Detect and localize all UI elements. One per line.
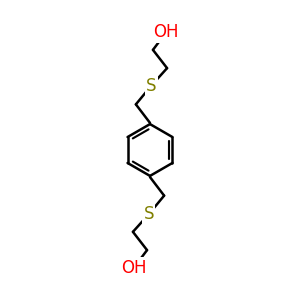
Text: OH: OH [153, 23, 179, 41]
Text: S: S [146, 77, 156, 95]
Text: S: S [144, 205, 154, 223]
Text: OH: OH [121, 259, 147, 277]
